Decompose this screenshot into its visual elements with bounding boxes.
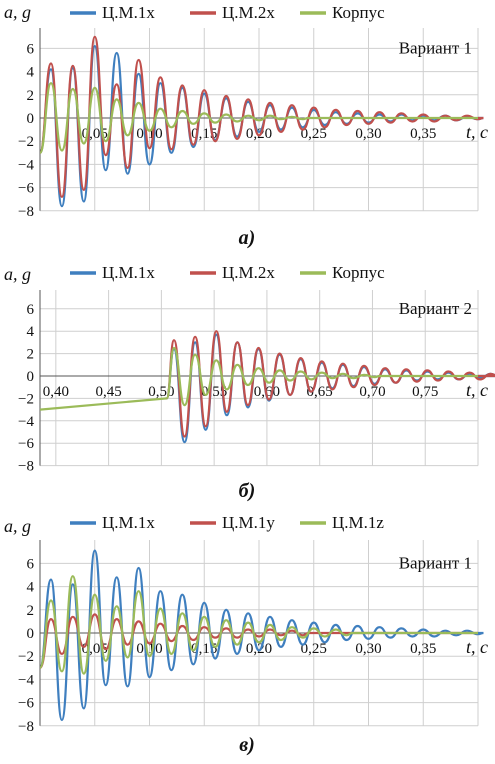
- panel-caption: б): [239, 480, 256, 502]
- y-tick-label: 6: [27, 41, 35, 57]
- variant-annotation: Вариант 1: [399, 38, 472, 57]
- x-tick-label: 0,30: [355, 641, 381, 657]
- y-tick-label: 0: [27, 626, 35, 642]
- legend-label: Ц.М.2x: [222, 3, 275, 22]
- series-line-3: [38, 575, 478, 675]
- variant-annotation: Вариант 1: [399, 553, 472, 572]
- variant-annotation: Вариант 2: [399, 299, 472, 318]
- x-tick-label: 0,10: [136, 641, 162, 657]
- legend-label: Ц.М.1x: [102, 513, 155, 532]
- x-tick-label: 0,75: [412, 384, 438, 400]
- y-tick-label: −6: [18, 696, 34, 712]
- x-tick-label: 0,20: [246, 126, 272, 142]
- x-tick-label: 0,40: [43, 384, 69, 400]
- x-tick-label: 0,10: [136, 126, 162, 142]
- legend-label: Ц.М.1x: [102, 3, 155, 22]
- x-tick-label: 0,25: [301, 126, 327, 142]
- legend-label: Корпус: [332, 3, 385, 22]
- y-tick-label: −2: [18, 134, 34, 150]
- y-tick-label: −6: [18, 181, 34, 197]
- series-baseline-line: [39, 397, 167, 411]
- y-tick-label: 0: [27, 369, 35, 385]
- x-axis-label: t, c: [466, 637, 488, 657]
- x-tick-label: 0,25: [301, 641, 327, 657]
- y-tick-label: −4: [18, 157, 34, 173]
- x-tick-label: 0,50: [148, 384, 174, 400]
- y-tick-label: 2: [27, 603, 35, 619]
- legend-label: Ц.М.1z: [332, 513, 384, 532]
- legend-label: Ц.М.1x: [102, 263, 155, 282]
- series-line-2: [165, 330, 495, 438]
- x-axis-label: t, c: [466, 380, 488, 400]
- series-line-2: [38, 35, 484, 199]
- y-tick-label: −2: [18, 649, 34, 665]
- y-tick-label: −8: [18, 204, 34, 220]
- x-tick-label: 0,30: [355, 126, 381, 142]
- y-tick-label: 4: [27, 324, 35, 340]
- panel-caption: в): [239, 734, 255, 756]
- y-tick-label: −8: [18, 459, 34, 475]
- x-tick-label: 0,45: [95, 384, 121, 400]
- y-tick-label: −4: [18, 672, 34, 688]
- y-tick-label: 6: [27, 302, 35, 318]
- y-tick-label: 2: [27, 347, 35, 363]
- y-tick-label: 6: [27, 556, 35, 572]
- y-axis-label: a, g: [4, 516, 31, 536]
- x-axis-label: t, c: [466, 122, 488, 142]
- series-line-3: [38, 82, 478, 154]
- series-line-3: [165, 346, 478, 407]
- legend-label: Корпус: [332, 263, 385, 282]
- y-tick-label: −6: [18, 436, 34, 452]
- y-tick-label: −4: [18, 414, 34, 430]
- y-tick-label: 0: [27, 111, 35, 127]
- y-tick-label: −2: [18, 391, 34, 407]
- legend-label: Ц.М.1y: [222, 513, 275, 532]
- y-tick-label: 4: [27, 580, 35, 596]
- x-tick-label: 0,20: [246, 641, 272, 657]
- y-tick-label: −8: [18, 719, 34, 735]
- y-tick-label: 2: [27, 88, 35, 104]
- x-tick-label: 0,35: [410, 641, 436, 657]
- y-axis-label: a, g: [4, 2, 31, 22]
- x-tick-label: 0,70: [359, 384, 385, 400]
- x-tick-label: 0,35: [410, 126, 436, 142]
- legend-label: Ц.М.2x: [222, 263, 275, 282]
- x-tick-label: 0,55: [201, 384, 227, 400]
- panel-caption: а): [239, 227, 256, 249]
- y-axis-label: a, g: [4, 264, 31, 284]
- y-tick-label: 4: [27, 65, 35, 81]
